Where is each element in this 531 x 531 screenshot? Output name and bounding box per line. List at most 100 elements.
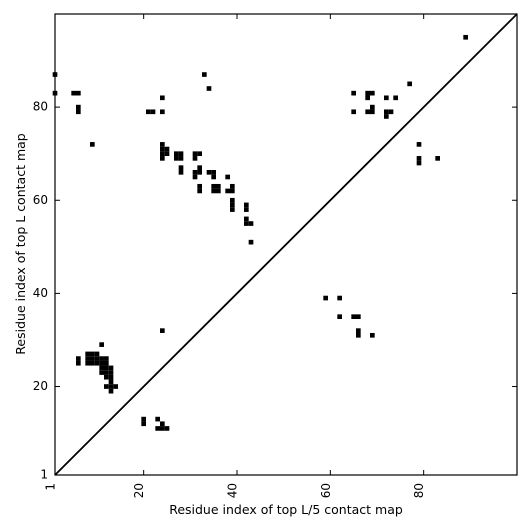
contact-point (99, 342, 104, 347)
y-tick-label: 60 (33, 193, 48, 207)
contact-point (192, 174, 198, 180)
contact-point (150, 109, 156, 115)
contact-point (85, 360, 90, 366)
contact-point (351, 109, 356, 115)
contact-point (76, 90, 81, 96)
contact-point (365, 109, 370, 115)
contact-point (85, 356, 90, 361)
plot-frame (54, 13, 518, 476)
contact-point (216, 183, 221, 189)
contact-point (160, 421, 165, 427)
contact-point (384, 95, 389, 101)
contact-point (356, 314, 361, 320)
contact-point (230, 207, 235, 212)
y-tick-label: 1 (40, 468, 48, 482)
contact-point (160, 426, 165, 431)
contact-point (230, 188, 235, 194)
contact-point (94, 351, 100, 357)
contact-point (178, 151, 184, 157)
contact-point (216, 188, 221, 194)
contact-point (416, 142, 422, 147)
contact-point (192, 151, 198, 157)
contact-point (90, 360, 95, 366)
contact-point (146, 109, 151, 115)
contact-point (94, 356, 100, 361)
contact-point (90, 356, 95, 361)
contact-point (90, 351, 95, 357)
contact-point (104, 365, 109, 371)
contact-point (337, 295, 342, 301)
contact-point (337, 314, 342, 320)
x-tick-label: 40 (226, 483, 240, 498)
contact-point (230, 183, 235, 189)
contact-point (248, 239, 254, 245)
y-tick-label: 40 (33, 286, 48, 300)
contact-point (90, 142, 95, 147)
contact-point (206, 169, 212, 175)
y-tick-label: 80 (33, 100, 48, 114)
contact-point (160, 156, 165, 161)
y-axis-ticks: 1 20 40 60 80 (33, 100, 517, 482)
contact-point (356, 332, 361, 338)
contact-point (108, 365, 114, 371)
contact-point (141, 416, 146, 422)
contact-point (416, 156, 422, 161)
contact-point (141, 421, 146, 427)
contact-point (202, 72, 207, 77)
contact-point (178, 169, 184, 175)
contact-point (108, 374, 114, 380)
contact-point (104, 374, 109, 380)
contact-point (71, 90, 76, 96)
x-tick-label: 20 (132, 483, 146, 498)
contact-point (108, 379, 114, 385)
contact-point (76, 356, 81, 361)
contact-point (351, 314, 356, 320)
contact-point (388, 109, 394, 115)
contact-point (192, 156, 198, 161)
contact-point (108, 384, 114, 389)
contact-point (211, 183, 216, 189)
contact-point (164, 426, 170, 431)
contact-points (52, 34, 468, 431)
contact-point (76, 109, 81, 115)
contact-point (206, 86, 212, 91)
contact-point (99, 365, 104, 371)
contact-point (435, 156, 440, 161)
contact-point (393, 95, 398, 101)
x-tick-label: 80 (412, 483, 426, 498)
contact-point (248, 221, 254, 226)
contact-point (416, 160, 422, 166)
contact-point (370, 90, 375, 96)
contact-point (94, 360, 100, 366)
contact-point (160, 95, 165, 101)
x-axis-ticks: 1 20 40 60 80 (44, 14, 426, 498)
contact-point (160, 109, 165, 115)
contact-point (463, 34, 468, 40)
contact-point (323, 295, 328, 301)
contact-point (351, 90, 356, 96)
contact-point (211, 174, 216, 180)
y-tick-label: 20 (33, 379, 48, 393)
contact-point (211, 169, 216, 175)
contact-point (365, 90, 370, 96)
contact-point (99, 370, 104, 375)
contact-point (155, 416, 160, 422)
contact-point (197, 183, 202, 189)
contact-point (370, 109, 375, 115)
x-tick-label: 60 (319, 483, 333, 498)
contact-point (99, 360, 104, 366)
x-axis-label: Residue index of top L/5 contact map (169, 502, 403, 517)
contact-point (164, 151, 170, 157)
diagonal-line (54, 13, 518, 476)
contact-point (178, 165, 184, 170)
contact-point (192, 169, 198, 175)
contact-point (104, 360, 109, 366)
contact-point (384, 114, 389, 119)
contact-point (178, 156, 184, 161)
contact-point (164, 146, 170, 152)
contact-point (225, 174, 230, 180)
contact-point (155, 426, 160, 431)
contact-point (174, 151, 179, 157)
contact-point (160, 328, 165, 333)
